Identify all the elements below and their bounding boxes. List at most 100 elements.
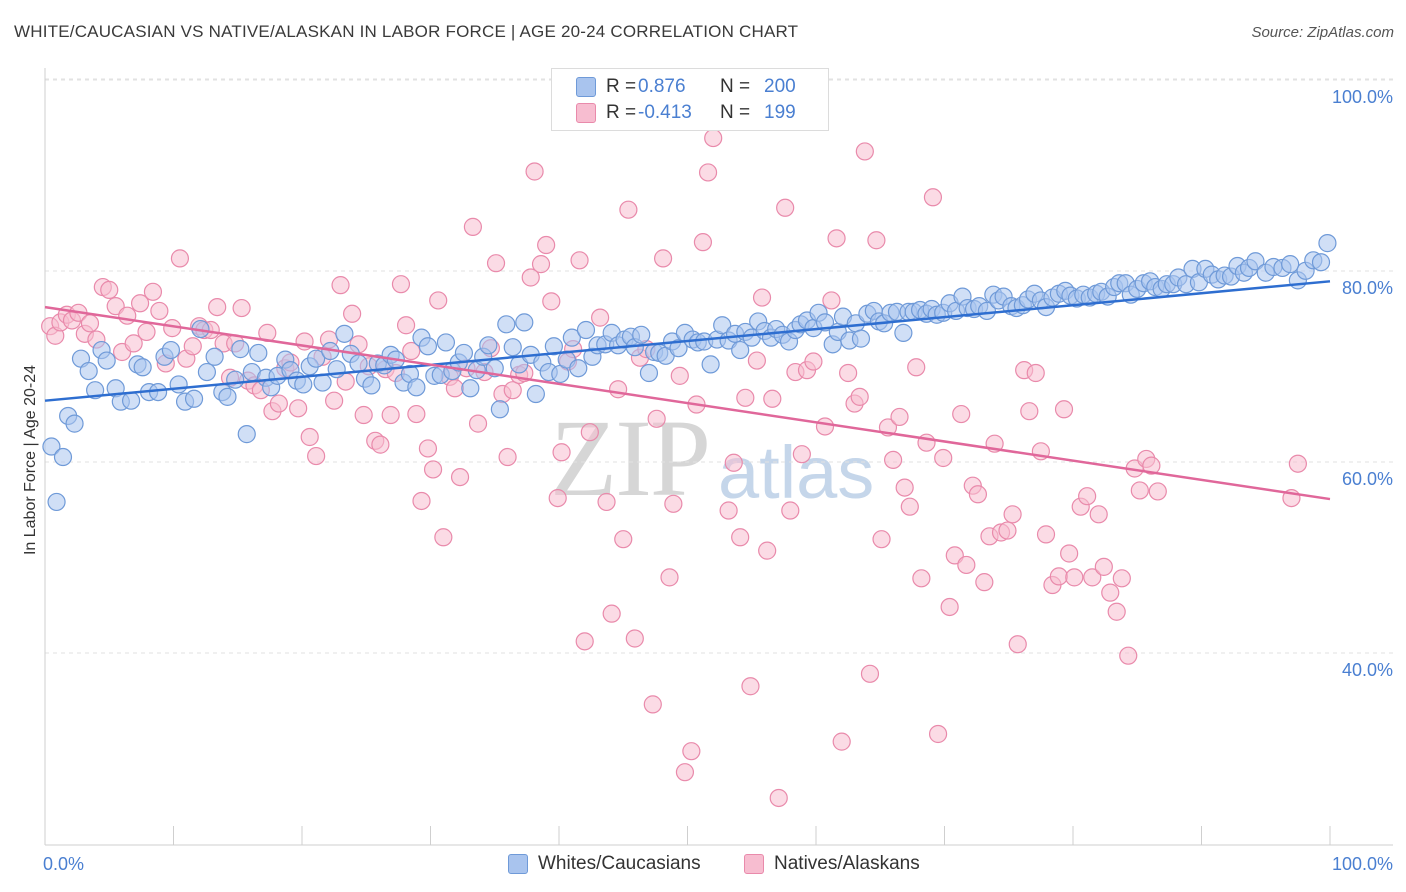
native-point [1112, 569, 1131, 588]
y-tick-label: 80.0% [1342, 278, 1393, 298]
white-point [894, 323, 913, 342]
native-point [1107, 602, 1126, 621]
native-point [537, 235, 556, 255]
native-point [867, 231, 886, 250]
legend-label-natives: Natives/Alaskans [774, 853, 920, 874]
native-point [763, 389, 782, 408]
native-point [1008, 635, 1027, 654]
native-point [354, 405, 373, 425]
native-point [307, 446, 326, 466]
native-point [434, 528, 453, 547]
native-point [957, 555, 976, 575]
white-point [544, 337, 563, 356]
native-point [407, 404, 426, 424]
native-point [912, 569, 931, 588]
native-point [895, 478, 914, 497]
native-point [137, 322, 156, 342]
native-point [1060, 544, 1079, 563]
native-point [525, 162, 544, 181]
native-point [402, 341, 421, 361]
white-point [335, 324, 354, 343]
native-point [597, 492, 616, 512]
white-point [47, 492, 66, 512]
white-point [121, 391, 141, 410]
white-point [977, 301, 997, 321]
n-label: N = [720, 102, 751, 123]
native-point [832, 732, 851, 751]
white-point [42, 437, 61, 456]
native-point [1089, 505, 1108, 524]
n-value: 200 [764, 76, 796, 97]
native-point [928, 724, 948, 744]
native-point [450, 467, 470, 487]
native-point [150, 301, 169, 321]
white-point [218, 387, 237, 406]
white-point [161, 340, 181, 360]
white-point [639, 363, 659, 383]
native-point [860, 664, 880, 683]
watermark-zip: ZIP [550, 397, 711, 519]
native-point [289, 399, 308, 418]
native-point [769, 788, 788, 808]
native-point [1119, 646, 1138, 665]
white-point [407, 378, 426, 397]
native-point [463, 217, 483, 236]
white-point [307, 349, 326, 368]
native-point [776, 198, 795, 217]
native-point [575, 632, 594, 651]
y-tick-label: 60.0% [1342, 469, 1393, 489]
white-point [669, 339, 688, 358]
native-point [940, 597, 959, 617]
native-point [855, 142, 874, 161]
white-point [701, 355, 720, 374]
white-trend-line [44, 280, 1331, 402]
native-point [883, 450, 903, 469]
native-point [731, 528, 750, 547]
native-point [1003, 505, 1022, 524]
white-point [226, 370, 245, 389]
native-point [391, 275, 411, 294]
native-point [130, 294, 150, 313]
white-point [731, 340, 750, 360]
native-point [752, 288, 772, 307]
native-point [952, 404, 971, 424]
white-point [490, 400, 509, 419]
native-point [1078, 487, 1097, 506]
native-point [781, 501, 800, 520]
y-tick-label: 100.0% [1332, 87, 1393, 107]
native-point [331, 276, 350, 295]
white-point [362, 376, 381, 395]
native-point [1101, 583, 1120, 602]
native-point [143, 282, 163, 301]
white-point [1281, 255, 1300, 274]
legend-item-natives[interactable]: Natives/Alaskans [744, 852, 920, 876]
white-point [497, 315, 516, 334]
native-point [498, 447, 517, 467]
native-point [693, 233, 713, 252]
native-point [934, 448, 953, 468]
native-point [682, 742, 701, 761]
white-point [133, 358, 152, 377]
native-point [625, 629, 644, 648]
legend-item-whites[interactable]: Whites/Caucasians [508, 852, 701, 876]
native-point [124, 334, 143, 353]
white-point [349, 354, 368, 373]
native-point [736, 388, 755, 407]
white-point [576, 320, 596, 340]
n-label: N = [720, 76, 751, 97]
native-point [445, 379, 465, 398]
native-point [609, 380, 628, 399]
native-point [724, 453, 743, 472]
white-point [79, 361, 98, 381]
white-point [436, 333, 456, 352]
white-point [851, 329, 871, 348]
native-point [521, 268, 540, 287]
native-point [670, 366, 689, 385]
white-point [418, 337, 438, 356]
r-value: -0.413 [638, 102, 692, 123]
native-point [675, 763, 695, 782]
native-point [923, 188, 943, 207]
native-point [1054, 400, 1074, 419]
native-point [170, 249, 190, 268]
